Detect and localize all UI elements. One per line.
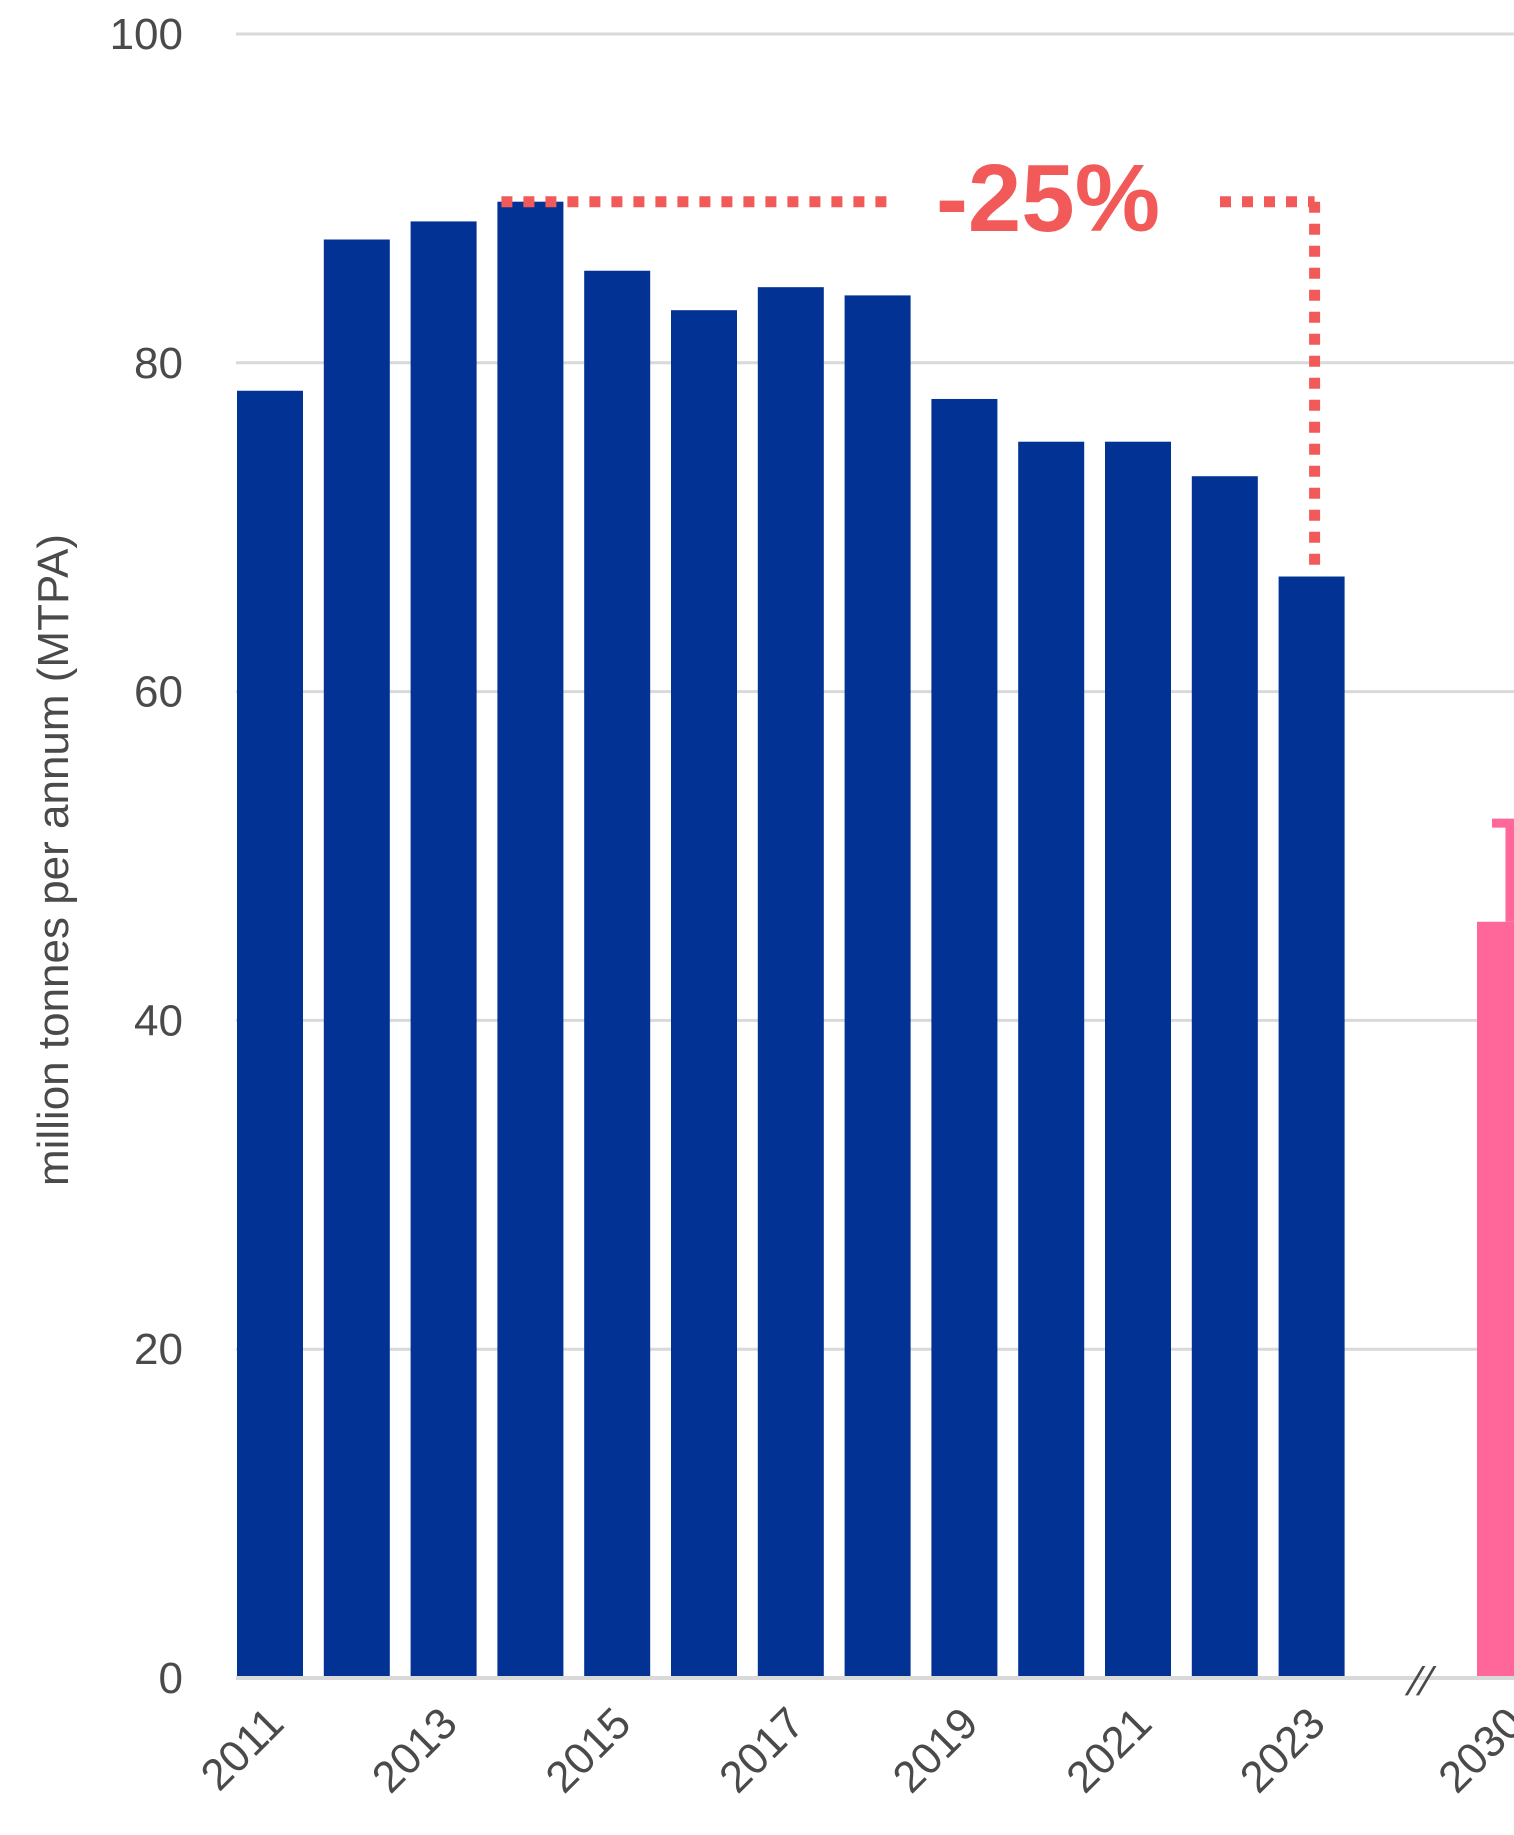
bar-2022 [1191, 476, 1258, 1679]
y-axis-title: million tonnes per annum (MTPA) [29, 534, 78, 1186]
x-tick-2019: 2019 [884, 1698, 988, 1802]
y-tick-60: 60 [134, 668, 183, 717]
reduction-annotation: -25% [501, 145, 1321, 571]
bar-2013 [410, 221, 477, 1678]
reduction-label: -25% [936, 145, 1160, 252]
y-tick-100: 100 [110, 10, 183, 59]
x-tick-labels: 2011 2013 2015 2017 2019 2021 2023 2030 [192, 1698, 1514, 1802]
bar-2017 [757, 287, 824, 1678]
bar-2030 [1477, 921, 1514, 1678]
y-tick-labels: 0 20 40 60 80 100 [110, 10, 183, 1703]
bar-2016 [671, 310, 737, 1678]
x-tick-2013: 2013 [363, 1698, 467, 1802]
bar-2023 [1278, 576, 1345, 1678]
bar-2019 [931, 398, 998, 1678]
y-tick-0: 0 [159, 1654, 183, 1703]
y-tick-80: 80 [134, 339, 183, 388]
x-tick-2017: 2017 [710, 1698, 814, 1802]
axis-break-marker: // [1402, 1659, 1439, 1704]
x-tick-2015: 2015 [536, 1698, 640, 1802]
bar-2014 [497, 201, 564, 1679]
bar-2012 [323, 239, 390, 1678]
x-tick-2030: 2030 [1429, 1698, 1514, 1802]
y-tick-20: 20 [134, 1325, 183, 1374]
x-tick-2011: 2011 [192, 1698, 294, 1800]
bar-2018 [844, 295, 911, 1678]
bar-2015 [584, 270, 651, 1679]
bar-2021 [1105, 441, 1171, 1678]
bar-2011 [237, 390, 303, 1678]
target-range [1492, 818, 1514, 922]
bar-2020 [1018, 441, 1085, 1678]
y-tick-40: 40 [134, 996, 183, 1045]
x-tick-2021: 2021 [1057, 1698, 1161, 1802]
x-tick-2023: 2023 [1231, 1698, 1335, 1802]
bars [237, 201, 1514, 1679]
